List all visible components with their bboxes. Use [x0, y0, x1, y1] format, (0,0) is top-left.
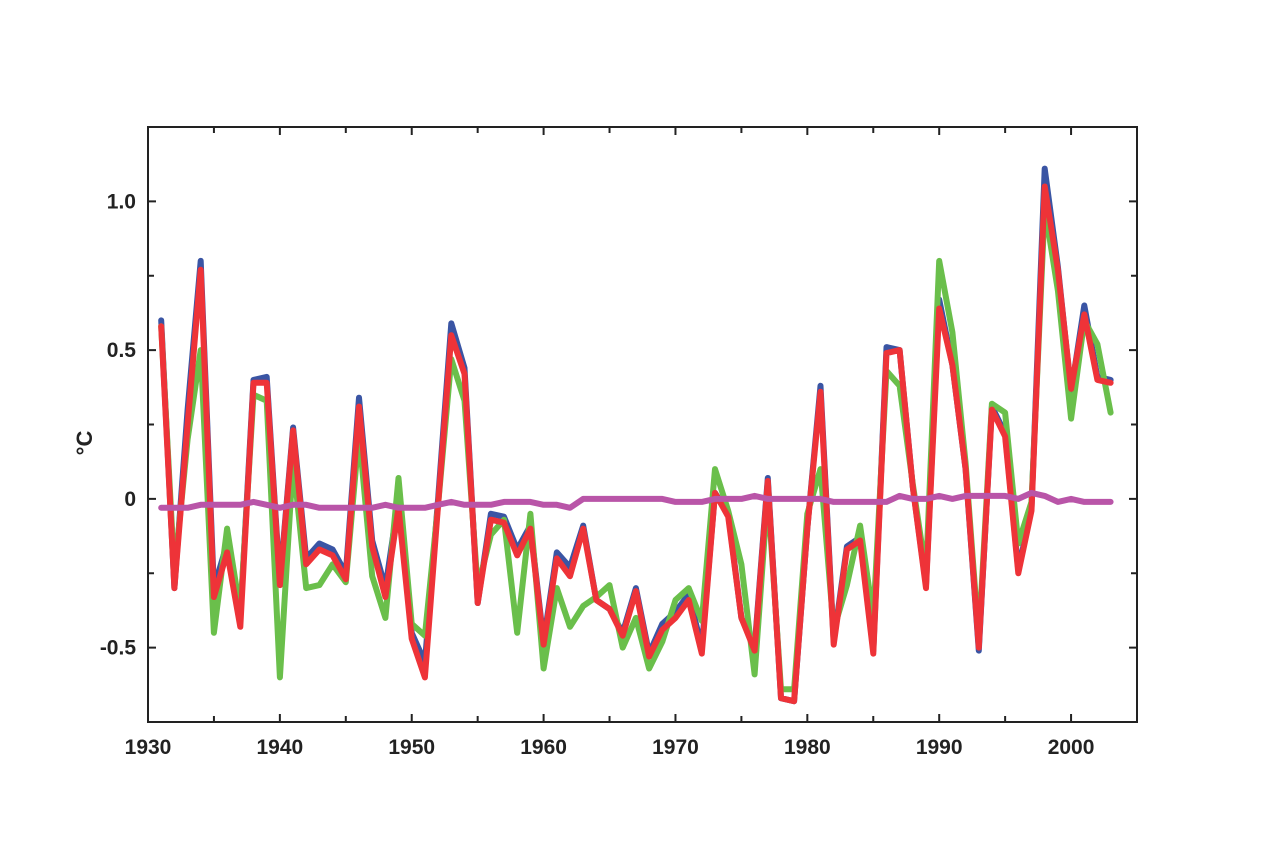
- y-tick-label: -0.5: [100, 637, 137, 660]
- series-layer: [158, 165, 1114, 705]
- x-tick-label: 2000: [1048, 736, 1095, 759]
- x-tick-label: 1980: [784, 736, 831, 759]
- y-tick-label: 0: [124, 488, 136, 511]
- ticks-layer: [147, 127, 1137, 722]
- y-tick-label: 1.0: [107, 190, 136, 213]
- x-tick-label: 1990: [916, 736, 963, 759]
- x-tick-label: 1950: [388, 736, 435, 759]
- x-tick-label: 1940: [257, 736, 304, 759]
- series-line-4: [158, 489, 1114, 511]
- series-line-3: [158, 183, 1114, 705]
- labels-layer: -0.5 0 0.5 1.0 1930 1940 1950 1960 1970 1980 1990 2…: [100, 190, 1095, 759]
- x-tick-label: 1970: [652, 736, 699, 759]
- series-line-2: [158, 204, 1114, 693]
- y-tick-label: 0.5: [107, 339, 137, 362]
- x-tick-label: 1960: [520, 736, 567, 759]
- x-tick-label: 1930: [125, 736, 172, 759]
- y-axis-label: °C: [72, 431, 97, 456]
